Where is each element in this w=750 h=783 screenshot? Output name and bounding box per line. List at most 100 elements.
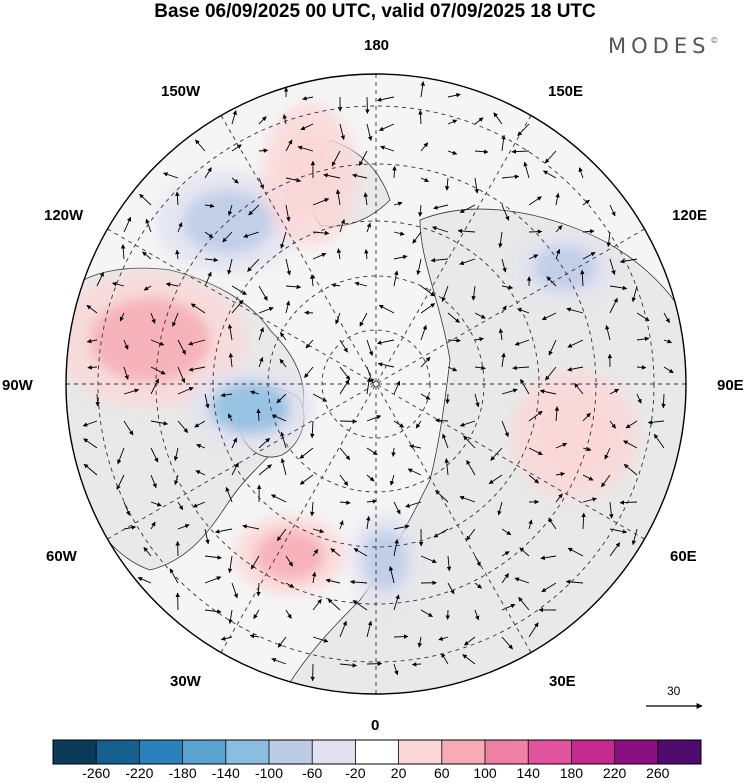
wind-arrow: [548, 517, 557, 530]
wind-arrow: [636, 365, 647, 370]
wind-arrow: [83, 438, 98, 449]
wind-arrow: [279, 332, 287, 341]
wind-arrow: [464, 636, 476, 646]
wind-arrow: [528, 229, 543, 234]
wind-arrow: [520, 378, 530, 395]
wind-arrow: [285, 284, 302, 290]
wind-arrow: [514, 577, 530, 584]
wind-arrow: [142, 251, 152, 260]
wind-arrow: [420, 609, 433, 617]
wind-arrow: [227, 258, 233, 275]
colorbar-swatch: [139, 740, 184, 764]
wind-arrow: [540, 555, 557, 560]
wind-arrow: [188, 366, 206, 372]
colorbar-swatch: [657, 740, 702, 764]
wind-arrow: [523, 161, 530, 179]
wind-arrow: [228, 352, 234, 368]
wind-arrow: [177, 366, 186, 384]
wind-arrow: [227, 323, 233, 341]
wind-arrow: [174, 474, 179, 486]
wind-arrow: [378, 304, 395, 314]
wind-arrow: [474, 555, 481, 567]
lon-label-60w: 60W: [46, 548, 77, 565]
colorbar-tick-label: -220: [125, 765, 154, 781]
wind-arrow: [96, 271, 104, 287]
wind-arrow: [247, 258, 260, 272]
wind-arrow: [231, 110, 237, 125]
wind-arrow: [150, 420, 169, 426]
wind-arrow: [528, 196, 542, 206]
wind-arrow: [339, 663, 358, 668]
wind-arrow: [567, 339, 584, 348]
wind-arrow: [276, 393, 287, 404]
wind-arrow: [222, 231, 233, 243]
wind-arrow: [335, 189, 341, 206]
wind-arrow: [498, 328, 504, 341]
wind-arrow: [145, 218, 152, 233]
wind-arrow: [150, 339, 165, 346]
wind-arrow: [175, 191, 180, 206]
wind-arrow: [177, 339, 186, 355]
wind-arrow: [528, 622, 539, 638]
wind-arrow: [231, 582, 238, 599]
wind-arrow: [310, 274, 315, 287]
wind-arrow: [165, 282, 179, 287]
wind-arrow: [258, 437, 271, 449]
wind-arrow: [250, 555, 260, 570]
colorbar-swatch: [485, 740, 529, 764]
wind-arrow: [447, 92, 461, 98]
map-disk: [66, 74, 686, 694]
wind-arrow: [365, 515, 371, 530]
wind-arrow: [501, 174, 520, 179]
wind-arrow: [462, 654, 476, 665]
wind-arrow: [431, 226, 449, 233]
wind-arrow: [339, 474, 349, 486]
wind-arrow: [285, 582, 295, 588]
wind-arrow: [528, 519, 533, 530]
wind-arrow: [411, 662, 422, 667]
wind-arrow: [116, 474, 125, 490]
wind-arrow: [220, 636, 233, 641]
wind-arrow: [285, 609, 292, 619]
wind-arrow: [177, 501, 184, 511]
wind-arrow: [312, 636, 329, 643]
wind-arrow: [339, 123, 346, 141]
wind-arrow: [582, 252, 596, 260]
wind-arrow: [204, 609, 222, 614]
colorbar-tick-label: 60: [434, 765, 450, 781]
wind-arrow: [471, 285, 476, 301]
chart-title: Base 06/09/2025 00 UTC, valid 07/09/2025…: [154, 1, 596, 22]
wind-arrow: [393, 634, 409, 639]
wind-arrow: [435, 490, 449, 503]
lon-label-60e: 60E: [670, 548, 697, 565]
wind-arrow: [123, 366, 129, 380]
wind-arrow: [325, 578, 341, 584]
colorbar-tick-label: 140: [516, 765, 540, 781]
wind-arrow: [177, 524, 190, 530]
wind-arrow: [282, 114, 288, 125]
wind-arrow: [512, 365, 530, 371]
wind-arrow: [163, 172, 179, 179]
wind-arrow: [231, 144, 242, 152]
wind-arrow: [446, 555, 452, 572]
wind-arrow: [214, 528, 233, 534]
lon-label-120w: 120W: [44, 207, 84, 224]
wind-arrow: [391, 447, 396, 457]
wind-arrow: [243, 231, 260, 238]
wind-arrow: [323, 173, 341, 179]
wind-arrow: [609, 297, 618, 314]
wind-arrow: [393, 270, 399, 287]
wind-arrow: [566, 307, 584, 314]
wind-arrow: [582, 497, 597, 503]
wind-arrow: [271, 414, 287, 422]
wind-arrow: [663, 366, 674, 374]
colorbar-swatch: [571, 740, 616, 764]
wind-arrow: [86, 304, 98, 314]
wind-arrow: [609, 258, 616, 276]
wind-arrow: [582, 412, 591, 422]
wind-arrow: [636, 393, 642, 404]
wind-arrow: [123, 388, 140, 395]
wind-arrow: [365, 96, 370, 114]
wind-arrow: [447, 150, 458, 155]
wind-arrow: [501, 305, 507, 314]
